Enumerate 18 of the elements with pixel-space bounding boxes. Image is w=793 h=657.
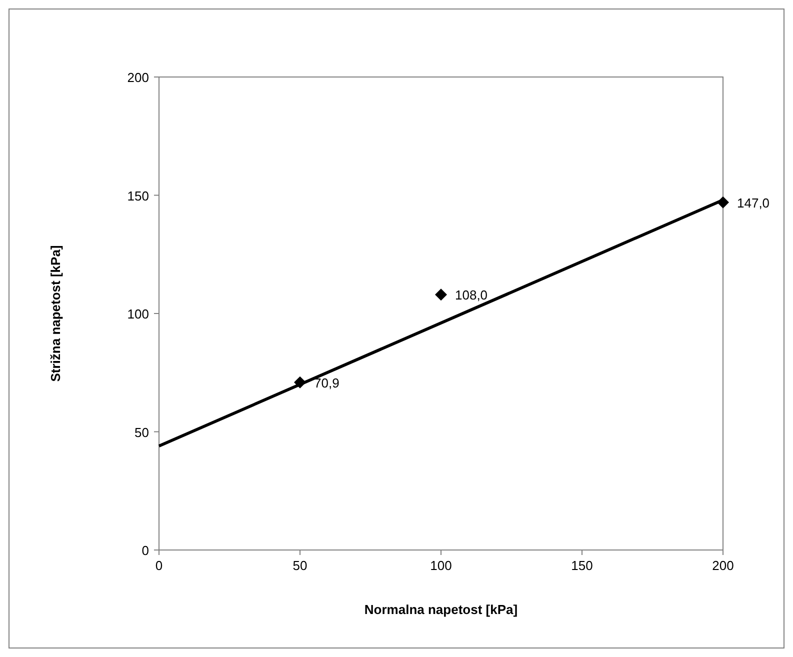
- y-axis-title: Strižna napetost [kPa]: [48, 245, 63, 382]
- data-label: 70,9: [314, 375, 340, 390]
- data-label: 147,0: [737, 195, 770, 210]
- data-label: 108,0: [455, 288, 488, 303]
- x-tick-label: 0: [155, 558, 163, 573]
- point: [294, 376, 306, 388]
- x-tick-label: 200: [712, 558, 734, 573]
- x-tick-label: 100: [430, 558, 452, 573]
- y-tick-label: 0: [142, 543, 149, 558]
- x-tick-label: 50: [292, 558, 308, 573]
- y-tick-label: 150: [127, 188, 149, 204]
- y-tick-label: 100: [127, 306, 149, 322]
- x-axis-title: Normalna napetost [kPa]: [364, 602, 518, 617]
- y-tick-label: 50: [134, 424, 149, 440]
- point: [717, 196, 729, 208]
- x-tick-label: 150: [571, 558, 593, 573]
- point: [435, 288, 447, 301]
- y-tick-label: 200: [127, 70, 149, 85]
